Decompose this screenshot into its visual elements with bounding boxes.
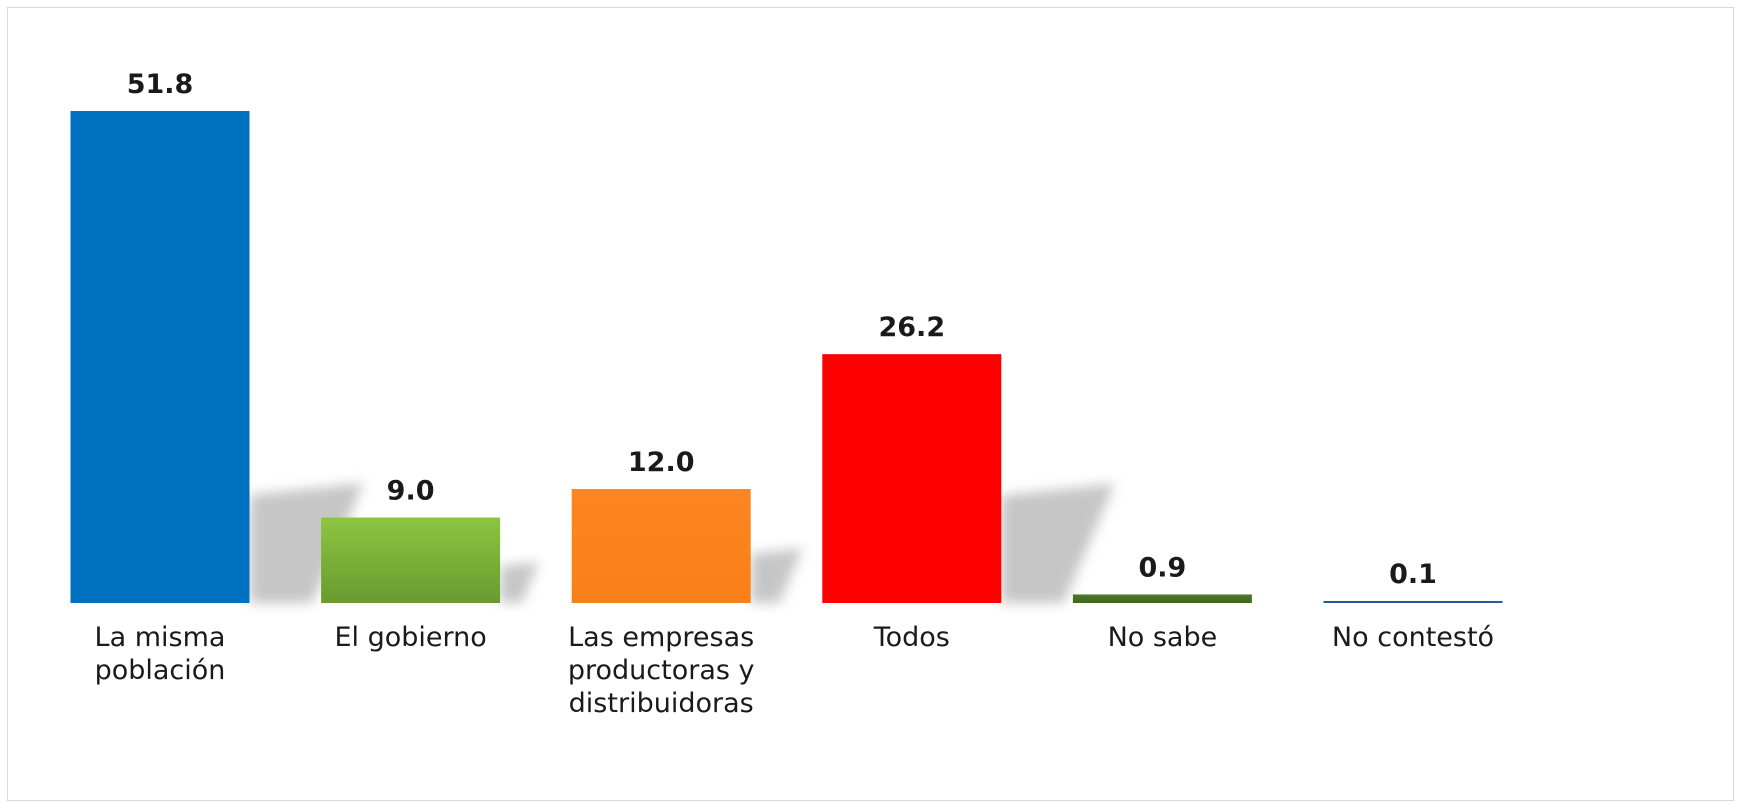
bar-shadows: [249, 483, 1115, 603]
category-label: No sabe: [1108, 622, 1218, 653]
bar: [1323, 601, 1503, 603]
data-label: 51.8: [127, 69, 194, 100]
category-label: La misma población: [95, 622, 226, 686]
labels: 51.8 La misma población 9.0 El gobierno 12.0 L…: [95, 69, 1495, 719]
bar: [1072, 594, 1252, 603]
bar-shadow: [750, 548, 803, 603]
category-label: El gobierno: [334, 622, 486, 653]
bar: [321, 517, 501, 603]
bar-shadow: [249, 483, 364, 603]
data-label: 12.0: [628, 447, 695, 478]
bar-shadow: [1001, 483, 1115, 603]
category-label: Las empresas productoras y distribuidoras: [568, 622, 755, 719]
bar: [822, 354, 1002, 603]
data-label: 9.0: [387, 476, 435, 507]
data-label: 26.2: [878, 312, 945, 343]
data-label: 0.1: [1389, 559, 1437, 590]
bar: [571, 489, 751, 603]
category-label: Todos: [873, 622, 950, 653]
bar-shadow: [500, 561, 540, 603]
bar: [70, 111, 250, 603]
data-label: 0.9: [1138, 552, 1186, 583]
category-label: No contestó: [1332, 622, 1494, 653]
bars: [70, 111, 1503, 603]
